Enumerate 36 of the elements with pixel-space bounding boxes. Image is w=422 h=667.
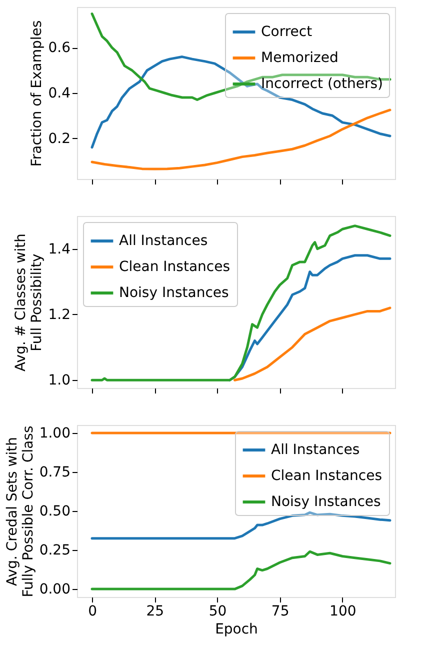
x-tick-label: 50 <box>208 604 227 620</box>
x-axis-title: Epoch <box>215 622 258 638</box>
y-tick-label: 0.00 <box>39 582 70 598</box>
x-tick-label: 100 <box>330 604 356 620</box>
x-tick-label: 75 <box>271 604 290 620</box>
legend-label: Noisy Instances <box>119 285 229 301</box>
line-series <box>90 224 392 382</box>
legend-label: All Instances <box>119 233 208 249</box>
line-series <box>234 306 392 382</box>
y-tick-label: 1.4 <box>48 241 71 258</box>
y-axis-title: Avg. Credal Sets with Fully Possible Corr. Class <box>4 426 36 598</box>
y-tick-label: 0.6 <box>48 40 71 56</box>
y-axis-title: Avg. # Classes with Full Possibility <box>13 234 46 372</box>
y-tick-label: 0.75 <box>39 464 70 480</box>
y-tick-label: 1.0 <box>48 372 70 389</box>
y-tick-label: 1.2 <box>48 306 70 323</box>
legend-label: Memorized <box>261 50 338 66</box>
y-tick-label: 0.4 <box>48 86 71 102</box>
x-tick-label: 0 <box>88 604 97 620</box>
legend-label: Noisy Instances <box>271 494 381 510</box>
legend-label: All Instances <box>271 442 360 458</box>
line-series <box>90 12 392 102</box>
x-tick-label: 25 <box>146 604 164 620</box>
y-axis-title: Fraction of Examples <box>29 20 46 167</box>
legend-label: Incorrect (others) <box>261 76 383 92</box>
y-tick-label: 0.50 <box>39 504 70 520</box>
line-series <box>90 108 392 170</box>
line-series <box>90 550 392 590</box>
legend-label: Clean Instances <box>119 259 230 275</box>
y-tick-label: 0.25 <box>39 542 70 559</box>
y-tick-label: 0.2 <box>48 130 70 147</box>
y-tick-label: 1.00 <box>39 425 70 442</box>
legend-label: Clean Instances <box>271 468 382 484</box>
line-series <box>90 511 392 540</box>
legend-label: Correct <box>261 24 313 40</box>
line-series <box>228 254 392 382</box>
